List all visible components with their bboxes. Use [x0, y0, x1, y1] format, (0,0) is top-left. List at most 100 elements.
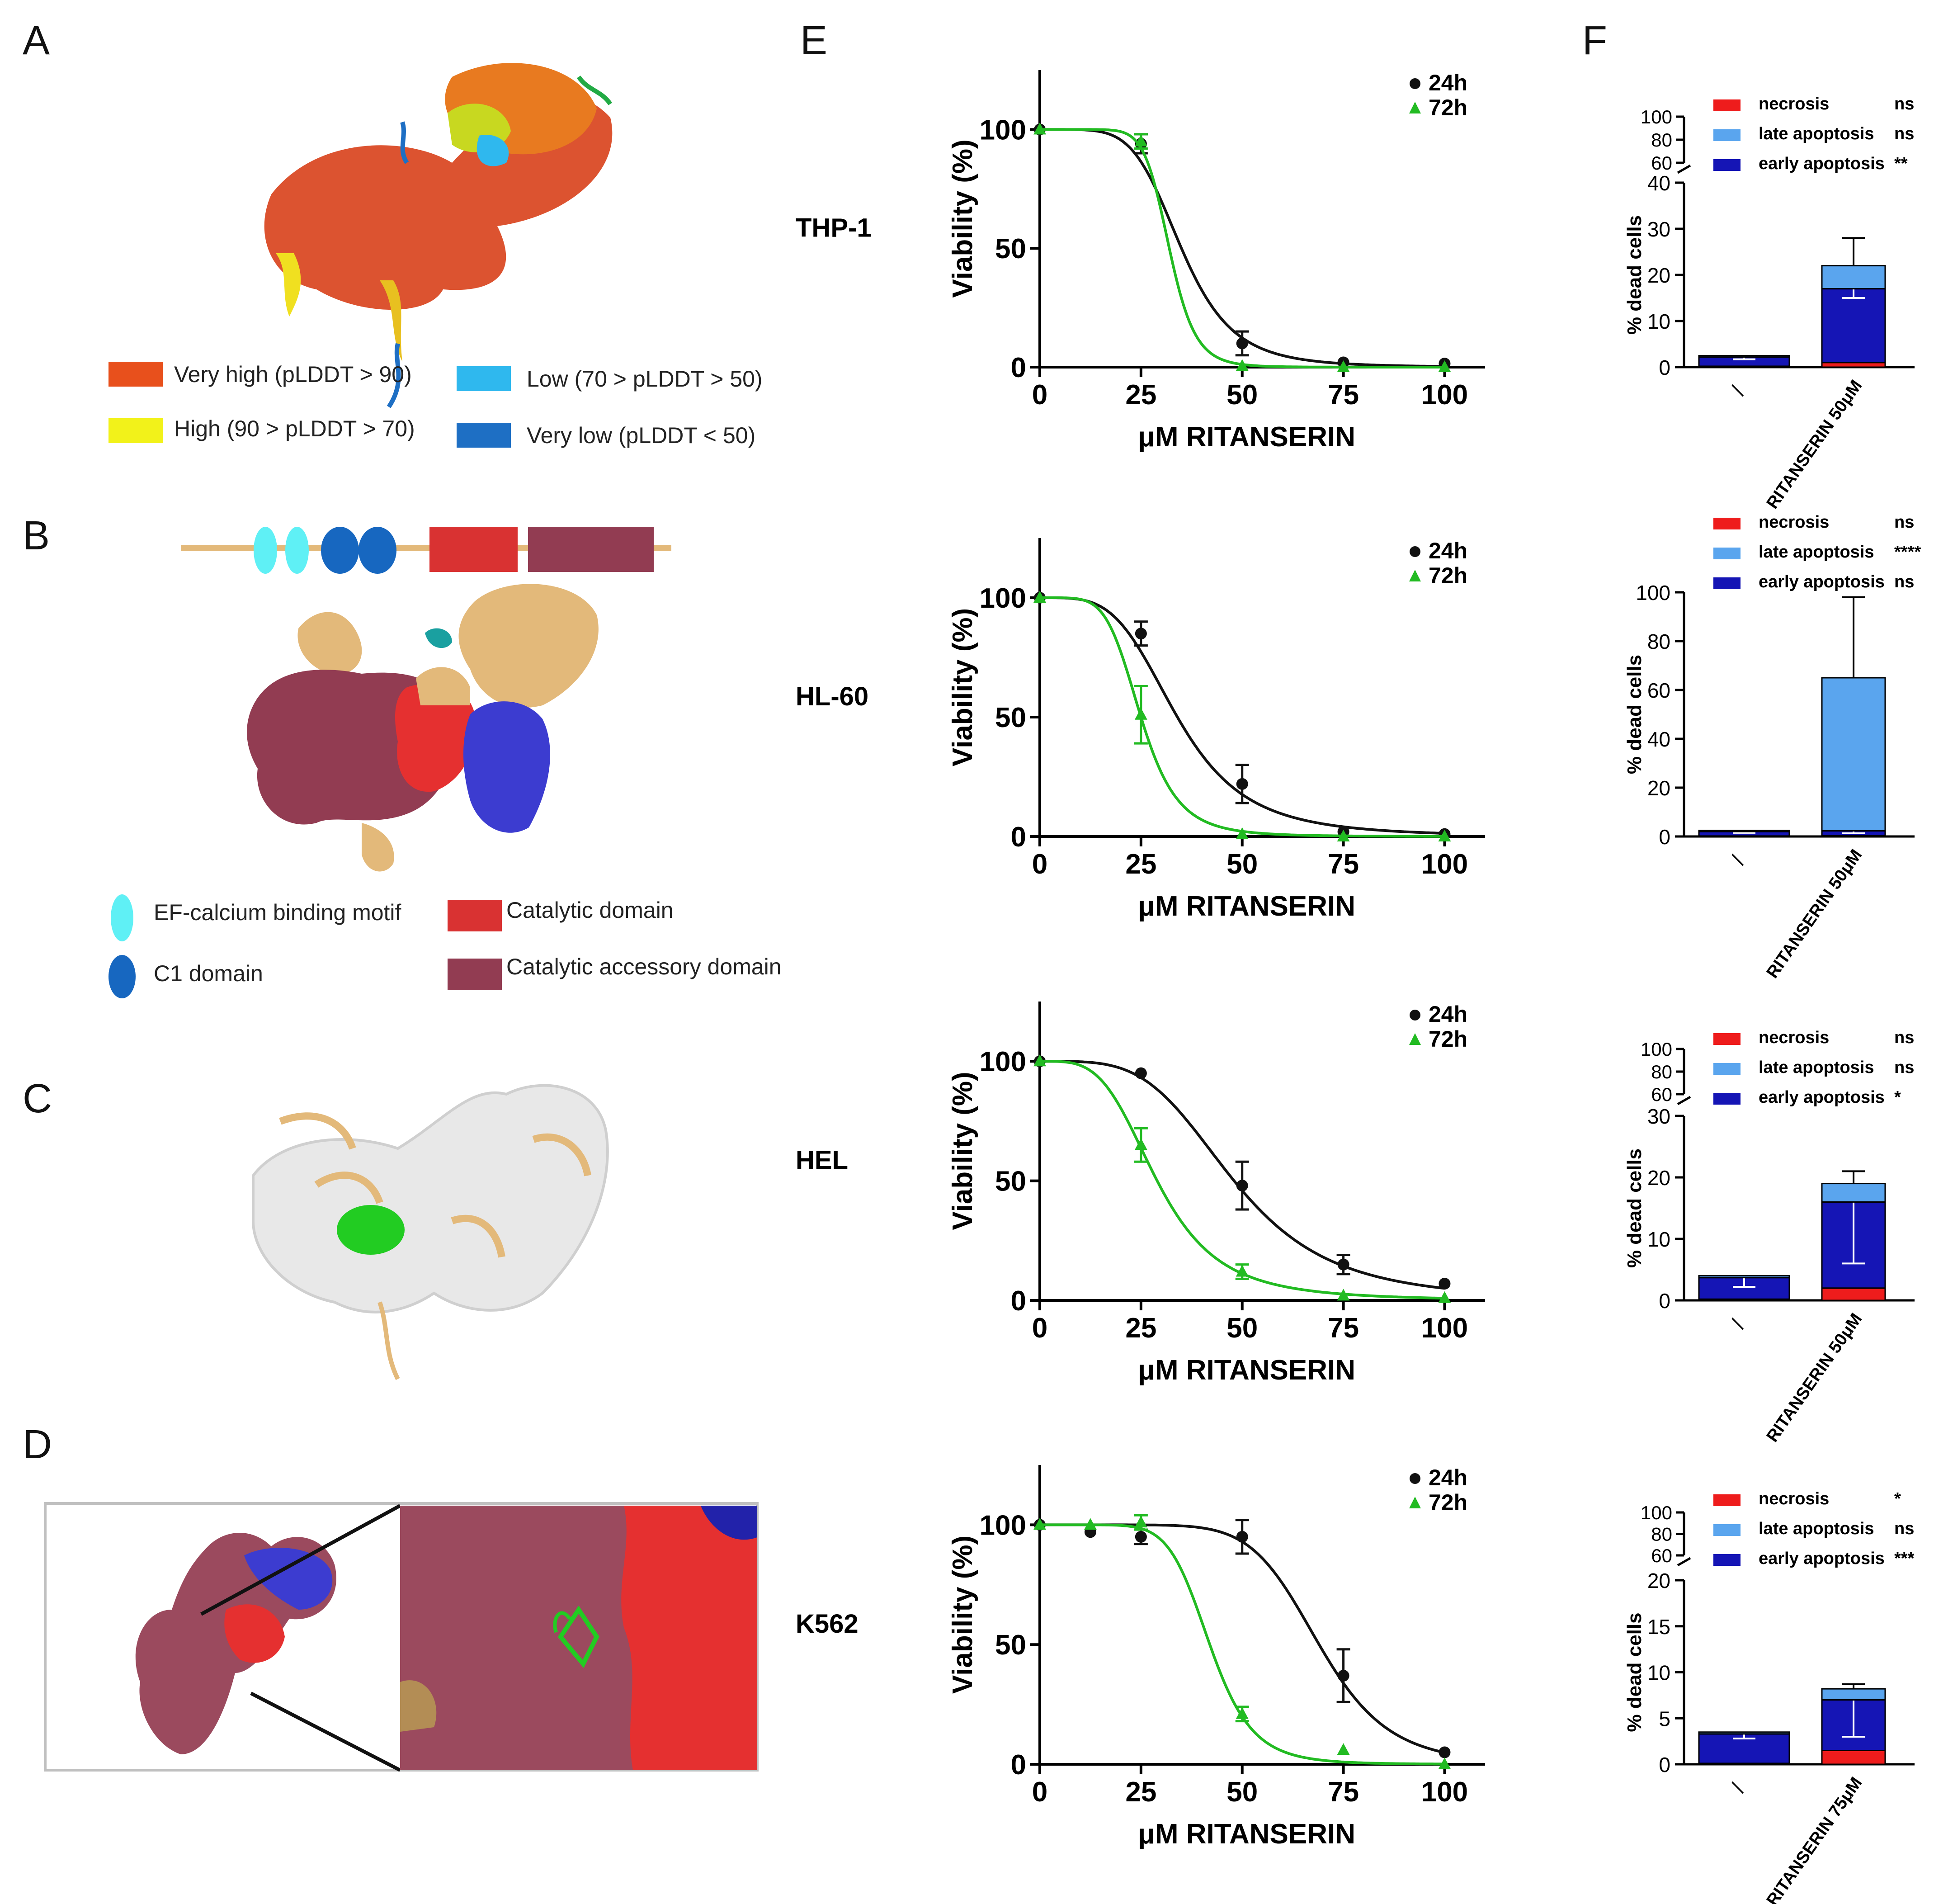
significance-label: * — [1894, 1088, 1901, 1107]
legend-label: early apoptosis — [1759, 1088, 1885, 1107]
point-24h — [1337, 1258, 1349, 1271]
y-tick-label: 10 — [1647, 1228, 1670, 1251]
x-tick-label: 50 — [1226, 849, 1258, 880]
y-axis-label: Viability (%) — [947, 1535, 978, 1694]
legend-marker-72h — [1409, 102, 1421, 113]
legend-label-72h: 72h — [1429, 95, 1467, 120]
y-tick-label: 20 — [1647, 264, 1670, 287]
x-tick-label: 75 — [1328, 379, 1359, 411]
legend-accessory-label: Catalytic accessory domain — [506, 954, 782, 979]
y-tick-label: 100 — [980, 1510, 1026, 1541]
legend-label-low: Low (70 > pLDDT > 50) — [527, 366, 763, 392]
point-72h — [1033, 1054, 1046, 1067]
category-label: RITANSERIN 75μM — [1763, 1774, 1866, 1904]
bar-late-apoptosis — [1698, 1275, 1790, 1279]
y-tick-label: 100 — [980, 114, 1026, 146]
legend-label-72h: 72h — [1429, 1026, 1467, 1052]
legend-marker-24h — [1410, 1473, 1420, 1484]
viability-chart-hl-60: 0 50 100 0 25 50 75 100 μM RITANSERIN Viability (… — [796, 538, 1485, 922]
y-axis-label: % dead cells — [1623, 1148, 1646, 1268]
point-72h — [1033, 1518, 1046, 1530]
point-24h — [1135, 628, 1147, 640]
significance-label: **** — [1894, 543, 1921, 562]
y-axis-label: % dead cells — [1623, 215, 1646, 335]
y-tick-label: 20 — [1647, 1166, 1670, 1190]
y-tick-label: 100 — [980, 583, 1026, 614]
legend-label: early apoptosis — [1759, 154, 1885, 173]
y-tick-label: 30 — [1647, 217, 1670, 241]
cell-line-label: K562 — [796, 1609, 859, 1639]
legend-swatch-necrosis — [1713, 1033, 1741, 1045]
x-tick-label: 50 — [1226, 1776, 1258, 1808]
point-72h — [1438, 830, 1451, 841]
significance-label: ns — [1894, 572, 1914, 591]
broken-tick-label: 100 — [1641, 106, 1672, 128]
x-axis-label: μM RITANSERIN — [1138, 421, 1355, 453]
y-tick-label: 80 — [1647, 630, 1670, 653]
viability-chart-hel: 0 50 100 0 25 50 75 100 μM RITANSERIN Viability (… — [796, 1002, 1485, 1386]
point-72h — [1337, 360, 1350, 372]
catalytic-accessory-bar — [528, 527, 654, 572]
point-72h — [1337, 1289, 1350, 1301]
broken-tick-label: 80 — [1651, 1524, 1672, 1545]
category-label: / — [1726, 1779, 1750, 1796]
x-tick-label: 0 — [1032, 1313, 1047, 1344]
y-tick-label: 0 — [1011, 1285, 1026, 1317]
ef-hand-1 — [254, 527, 277, 574]
y-axis-label: Viability (%) — [947, 1072, 978, 1230]
panel-letter-b: B — [23, 513, 50, 558]
point-72h — [1236, 827, 1249, 839]
alphafold-structure-image — [264, 63, 613, 408]
legend-label: early apoptosis — [1759, 1549, 1885, 1568]
x-tick-label: 100 — [1421, 1776, 1468, 1808]
viability-chart-k562: 0 50 100 0 25 50 75 100 μM RITANSERIN Viability (… — [796, 1465, 1485, 1850]
c1-domain-2 — [358, 527, 396, 574]
legend-swatch-early-apoptosis — [1713, 577, 1741, 589]
x-tick-label: 75 — [1328, 849, 1359, 880]
point-24h — [1439, 1746, 1451, 1758]
y-axis-label: Viability (%) — [947, 608, 978, 766]
curve-72h — [1040, 1523, 1445, 1766]
bar-early-apoptosis — [1821, 288, 1886, 364]
point-72h — [1337, 1743, 1350, 1755]
legend-swatch-necrosis — [1713, 518, 1741, 529]
legend-swatch-high — [108, 418, 163, 443]
bar-necrosis — [1821, 1287, 1886, 1301]
y-tick-label: 10 — [1647, 1661, 1670, 1685]
y-tick-label: 0 — [1659, 825, 1670, 849]
legend-swatch-necrosis — [1713, 99, 1741, 111]
c1-domain-1 — [321, 527, 359, 574]
bar-late-apoptosis — [1698, 830, 1790, 832]
legend-marker-24h — [1410, 1010, 1420, 1021]
legend-swatch-low — [457, 366, 511, 391]
category-label: / — [1726, 1315, 1750, 1332]
domain-diagram — [181, 527, 671, 574]
x-axis-label: μM RITANSERIN — [1138, 1355, 1355, 1386]
legend-label-very-high: Very high (pLDDT > 90) — [174, 362, 412, 387]
legend-marker-72h — [1409, 570, 1421, 581]
legend-label: late apoptosis — [1759, 124, 1874, 143]
legend-c1-label: C1 domain — [154, 961, 263, 986]
legend-label: late apoptosis — [1759, 1519, 1874, 1538]
x-tick-label: 0 — [1032, 1776, 1047, 1808]
legend-marker-72h — [1409, 1033, 1421, 1045]
cell-line-label: HL-60 — [796, 682, 868, 711]
point-24h — [1439, 1277, 1451, 1290]
cell-line-label: THP-1 — [796, 213, 872, 243]
category-label: RITANSERIN 50μM — [1763, 846, 1866, 982]
y-tick-label: 0 — [1659, 1753, 1670, 1776]
legend-label-very-low: Very low (pLDDT < 50) — [527, 423, 755, 448]
cell-line-label: HEL — [796, 1146, 848, 1175]
legend-swatch-early-apoptosis — [1713, 1554, 1741, 1566]
surface-structure-image — [247, 584, 599, 872]
y-tick-label: 100 — [1636, 581, 1670, 605]
broken-tick-label: 60 — [1651, 1084, 1672, 1105]
legend-catalytic-label: Catalytic domain — [506, 898, 674, 923]
legend-marker-24h — [1410, 546, 1420, 557]
legend-marker-24h — [1410, 78, 1420, 89]
y-tick-label: 60 — [1647, 679, 1670, 702]
legend-catalytic-swatch — [448, 900, 502, 931]
x-tick-label: 75 — [1328, 1776, 1359, 1808]
